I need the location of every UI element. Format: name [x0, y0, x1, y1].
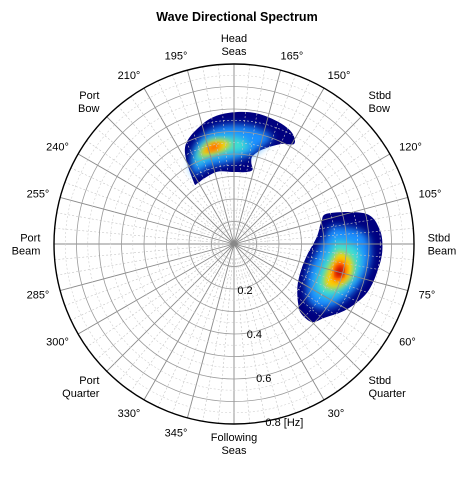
direction-label: Stbd Bow: [369, 90, 392, 115]
minor-spoke: [246, 167, 398, 239]
minor-spoke: [247, 182, 404, 240]
minor-spoke: [248, 244, 414, 260]
minor-spoke: [236, 258, 266, 422]
minor-ring: [109, 119, 359, 369]
minor-spoke: [118, 254, 225, 383]
direction-label: Following Seas: [211, 432, 257, 457]
minor-spoke: [172, 257, 230, 414]
minor-spoke: [237, 257, 281, 418]
direction-label: Port Bow: [78, 90, 99, 115]
angle-tick-label: 300°: [46, 337, 69, 349]
minor-spoke: [130, 255, 226, 392]
direction-label: Port Quarter: [62, 375, 100, 400]
minor-spoke: [130, 96, 226, 233]
center-point: [231, 241, 237, 247]
major-ring: [143, 153, 325, 335]
minor-spoke: [86, 140, 223, 236]
minor-spoke: [242, 96, 338, 233]
minor-spoke: [244, 128, 373, 235]
minor-spoke: [239, 256, 311, 408]
minor-spoke: [218, 258, 234, 424]
minor-spoke: [56, 212, 220, 242]
minor-ring: [199, 209, 269, 279]
minor-spoke: [70, 249, 222, 321]
outer-ring: [53, 63, 415, 425]
minor-spoke: [248, 246, 412, 276]
radial-tick-label: 0.4: [247, 329, 262, 341]
minor-spoke: [234, 258, 250, 424]
minor-spoke: [245, 252, 382, 348]
minor-ring: [64, 74, 404, 414]
energy-contour-level: [335, 266, 344, 276]
radial-tick-label: 0.2: [237, 285, 252, 297]
minor-spoke: [64, 182, 221, 240]
minor-spoke: [247, 248, 404, 306]
minor-ring: [154, 164, 314, 324]
direction-label: Port Beam: [12, 233, 41, 258]
minor-spoke: [242, 255, 338, 392]
angle-tick-label: 165°: [281, 50, 304, 62]
minor-ring: [132, 142, 336, 346]
direction-label: Stbd Quarter: [369, 375, 407, 400]
radial-tick-label: 0.6: [256, 373, 271, 385]
axis-labels: 165° 150° 120° 105° 75° 60° 30° 345° 330° 300° 285…: [12, 33, 457, 457]
minor-spoke: [245, 140, 382, 236]
minor-spoke: [118, 105, 225, 234]
major-ring: [76, 86, 392, 402]
chart-title: Wave Directional Spectrum: [156, 10, 318, 24]
minor-ring: [177, 187, 291, 301]
minor-spoke: [86, 252, 223, 348]
polar-grid: [53, 63, 415, 425]
angle-tick-label: 240°: [46, 141, 69, 153]
minor-ring: [222, 232, 246, 256]
minor-spoke: [239, 80, 311, 232]
minor-spoke: [54, 228, 220, 244]
direction-label: Head Seas: [221, 33, 247, 58]
major-ring: [211, 221, 257, 267]
minor-spoke: [202, 258, 232, 422]
major-ring: [166, 176, 302, 312]
minor-spoke: [157, 256, 229, 408]
major-ring: [98, 108, 370, 380]
major-ring: [121, 131, 347, 357]
angle-tick-label: 75°: [419, 290, 436, 302]
radial-tick-label: 0.8 [Hz]: [265, 417, 303, 429]
energy-region: [297, 212, 383, 323]
minor-spoke: [64, 248, 221, 306]
angle-tick-label: 345°: [165, 428, 188, 440]
angle-tick-label: 120°: [399, 141, 422, 153]
angle-tick-label: 195°: [165, 50, 188, 62]
minor-spoke: [248, 228, 414, 244]
minor-spoke: [202, 66, 232, 230]
angle-tick-label: 330°: [118, 408, 141, 420]
minor-spoke: [248, 212, 412, 242]
minor-spoke: [238, 257, 296, 414]
spectrum-energy-layer: [184, 111, 383, 323]
minor-spoke: [95, 128, 224, 235]
angle-tick-label: 30°: [328, 408, 345, 420]
minor-spoke: [236, 66, 266, 230]
direction-label: Stbd Beam: [428, 233, 457, 258]
minor-spoke: [54, 244, 220, 260]
angle-tick-label: 285°: [27, 290, 50, 302]
angle-tick-label: 210°: [118, 70, 141, 82]
minor-ring: [87, 97, 381, 391]
minor-spoke: [70, 167, 222, 239]
minor-spoke: [56, 246, 220, 276]
minor-spoke: [172, 74, 230, 231]
major-ring: [188, 198, 280, 290]
minor-spoke: [157, 80, 229, 232]
angle-tick-label: 255°: [27, 188, 50, 200]
angle-tick-label: 105°: [419, 188, 442, 200]
minor-spoke: [246, 249, 398, 321]
angle-tick-label: 150°: [328, 70, 351, 82]
minor-spoke: [238, 74, 296, 231]
angle-tick-label: 60°: [399, 337, 416, 349]
